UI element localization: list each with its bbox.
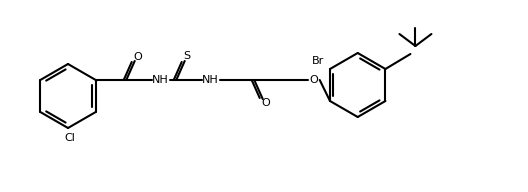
Text: NH: NH <box>153 75 169 85</box>
Text: O: O <box>261 98 270 108</box>
Text: Br: Br <box>312 56 324 66</box>
Text: S: S <box>183 51 190 61</box>
Text: Cl: Cl <box>64 133 76 143</box>
Text: O: O <box>134 52 142 62</box>
Text: NH: NH <box>202 75 219 85</box>
Text: O: O <box>309 75 318 85</box>
